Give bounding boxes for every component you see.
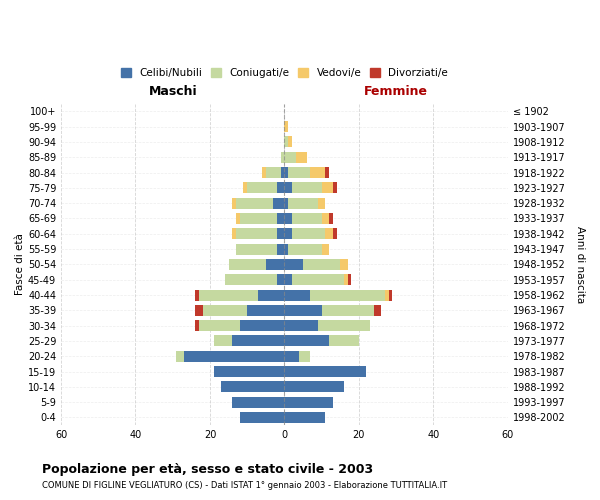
- Bar: [385, 290, 389, 300]
- Bar: [288, 136, 292, 147]
- Bar: [348, 274, 352, 285]
- Bar: [199, 290, 259, 300]
- Bar: [322, 213, 329, 224]
- Bar: [184, 350, 284, 362]
- Bar: [284, 136, 288, 147]
- Bar: [322, 305, 374, 316]
- Bar: [284, 305, 322, 316]
- Bar: [288, 198, 318, 208]
- Text: Maschi: Maschi: [148, 84, 197, 98]
- Bar: [318, 198, 325, 208]
- Bar: [284, 167, 288, 178]
- Bar: [244, 182, 247, 194]
- Bar: [284, 259, 303, 270]
- Bar: [288, 244, 322, 254]
- Bar: [214, 366, 284, 377]
- Bar: [284, 336, 329, 346]
- Bar: [340, 259, 348, 270]
- Bar: [277, 274, 284, 285]
- Bar: [240, 320, 284, 331]
- Bar: [266, 167, 281, 178]
- Legend: Celibi/Nubili, Coniugati/e, Vedovi/e, Divorziati/e: Celibi/Nubili, Coniugati/e, Vedovi/e, Di…: [116, 64, 452, 82]
- Bar: [325, 228, 333, 239]
- Bar: [236, 198, 273, 208]
- Bar: [325, 167, 329, 178]
- Bar: [329, 213, 333, 224]
- Bar: [296, 152, 307, 163]
- Bar: [236, 244, 277, 254]
- Bar: [374, 305, 381, 316]
- Bar: [281, 152, 284, 163]
- Bar: [292, 228, 325, 239]
- Bar: [288, 167, 310, 178]
- Bar: [333, 228, 337, 239]
- Bar: [292, 182, 322, 194]
- Bar: [236, 228, 277, 239]
- Bar: [225, 274, 277, 285]
- Bar: [232, 228, 236, 239]
- Bar: [195, 320, 199, 331]
- Bar: [284, 350, 299, 362]
- Bar: [232, 396, 284, 407]
- Bar: [284, 274, 292, 285]
- Bar: [221, 382, 284, 392]
- Bar: [284, 198, 288, 208]
- Bar: [277, 244, 284, 254]
- Bar: [284, 382, 344, 392]
- Bar: [259, 290, 284, 300]
- Bar: [284, 366, 367, 377]
- Bar: [284, 412, 325, 423]
- Bar: [284, 182, 292, 194]
- Bar: [322, 244, 329, 254]
- Bar: [322, 182, 333, 194]
- Bar: [273, 198, 284, 208]
- Bar: [236, 213, 240, 224]
- Bar: [240, 213, 277, 224]
- Bar: [299, 350, 310, 362]
- Bar: [318, 320, 370, 331]
- Bar: [199, 320, 240, 331]
- Bar: [232, 198, 236, 208]
- Bar: [310, 167, 325, 178]
- Bar: [389, 290, 392, 300]
- Bar: [284, 244, 288, 254]
- Bar: [277, 182, 284, 194]
- Bar: [284, 396, 333, 407]
- Bar: [284, 121, 288, 132]
- Bar: [284, 320, 318, 331]
- Bar: [284, 213, 292, 224]
- Bar: [176, 350, 184, 362]
- Bar: [277, 228, 284, 239]
- Bar: [284, 152, 296, 163]
- Bar: [262, 167, 266, 178]
- Bar: [247, 182, 277, 194]
- Y-axis label: Anni di nascita: Anni di nascita: [575, 226, 585, 303]
- Bar: [203, 305, 247, 316]
- Bar: [310, 290, 385, 300]
- Text: Femmine: Femmine: [364, 84, 428, 98]
- Bar: [292, 274, 344, 285]
- Bar: [333, 182, 337, 194]
- Bar: [281, 167, 284, 178]
- Bar: [214, 336, 232, 346]
- Bar: [247, 305, 284, 316]
- Bar: [195, 305, 203, 316]
- Bar: [240, 412, 284, 423]
- Bar: [232, 336, 284, 346]
- Bar: [266, 259, 284, 270]
- Bar: [292, 213, 322, 224]
- Bar: [229, 259, 266, 270]
- Bar: [284, 290, 310, 300]
- Bar: [344, 274, 348, 285]
- Y-axis label: Fasce di età: Fasce di età: [15, 234, 25, 296]
- Text: Popolazione per età, sesso e stato civile - 2003: Popolazione per età, sesso e stato civil…: [42, 462, 373, 475]
- Text: COMUNE DI FIGLINE VEGLIATURO (CS) - Dati ISTAT 1° gennaio 2003 - Elaborazione TU: COMUNE DI FIGLINE VEGLIATURO (CS) - Dati…: [42, 481, 447, 490]
- Bar: [277, 213, 284, 224]
- Bar: [329, 336, 359, 346]
- Bar: [284, 228, 292, 239]
- Bar: [195, 290, 199, 300]
- Bar: [303, 259, 340, 270]
